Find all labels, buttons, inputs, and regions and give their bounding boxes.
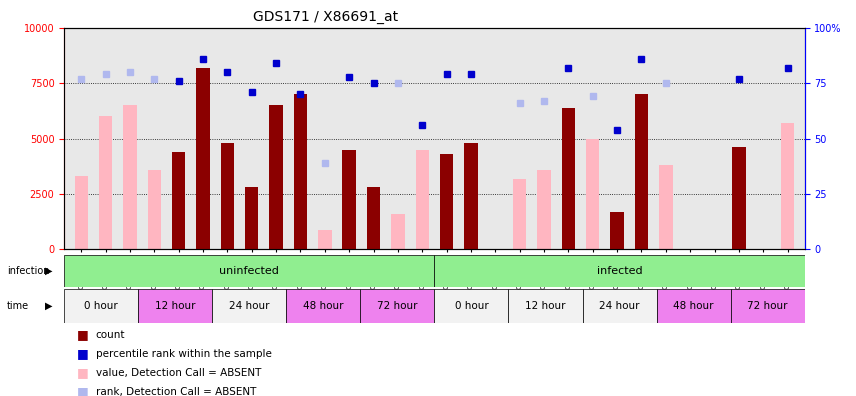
Bar xyxy=(434,255,805,287)
Bar xyxy=(582,289,657,323)
Text: 0 hour: 0 hour xyxy=(455,301,488,311)
Text: 72 hour: 72 hour xyxy=(377,301,418,311)
Bar xyxy=(221,143,234,249)
Bar xyxy=(434,289,508,323)
Text: infection: infection xyxy=(7,266,50,276)
Text: 48 hour: 48 hour xyxy=(303,301,343,311)
Bar xyxy=(138,289,212,323)
Bar xyxy=(245,187,259,249)
Text: ▶: ▶ xyxy=(45,266,52,276)
Text: percentile rank within the sample: percentile rank within the sample xyxy=(96,348,271,359)
Text: rank, Detection Call = ABSENT: rank, Detection Call = ABSENT xyxy=(96,386,256,396)
Text: ▶: ▶ xyxy=(45,301,52,311)
Bar xyxy=(391,214,405,249)
Bar xyxy=(64,289,138,323)
Bar xyxy=(610,212,624,249)
Bar xyxy=(360,289,434,323)
Bar xyxy=(74,176,88,249)
Text: 12 hour: 12 hour xyxy=(526,301,566,311)
Bar xyxy=(781,123,794,249)
Bar xyxy=(367,187,380,249)
Text: time: time xyxy=(7,301,29,311)
Bar xyxy=(318,230,331,249)
Bar xyxy=(586,139,599,249)
Text: 24 hour: 24 hour xyxy=(599,301,639,311)
Text: GDS171 / X86691_at: GDS171 / X86691_at xyxy=(253,10,398,24)
Text: 12 hour: 12 hour xyxy=(155,301,195,311)
Text: uninfected: uninfected xyxy=(219,266,279,276)
Bar xyxy=(513,179,526,249)
Bar xyxy=(508,289,582,323)
Text: 24 hour: 24 hour xyxy=(229,301,270,311)
Bar xyxy=(294,94,307,249)
Bar xyxy=(732,147,746,249)
Bar xyxy=(64,255,434,287)
Bar xyxy=(147,169,161,249)
Text: ■: ■ xyxy=(77,366,89,379)
Text: 0 hour: 0 hour xyxy=(85,301,118,311)
Text: ■: ■ xyxy=(77,328,89,341)
Bar xyxy=(440,154,454,249)
Text: 48 hour: 48 hour xyxy=(674,301,714,311)
Bar xyxy=(464,143,478,249)
Bar xyxy=(270,105,282,249)
Bar xyxy=(123,105,137,249)
Bar xyxy=(342,150,356,249)
Bar xyxy=(415,150,429,249)
Text: count: count xyxy=(96,329,125,340)
Bar xyxy=(286,289,360,323)
Text: 72 hour: 72 hour xyxy=(747,301,788,311)
Bar xyxy=(635,94,648,249)
Bar xyxy=(99,116,112,249)
Text: infected: infected xyxy=(597,266,642,276)
Bar xyxy=(172,152,186,249)
Bar xyxy=(212,289,286,323)
Bar xyxy=(657,289,730,323)
Text: value, Detection Call = ABSENT: value, Detection Call = ABSENT xyxy=(96,367,261,378)
Bar xyxy=(562,108,575,249)
Text: ■: ■ xyxy=(77,347,89,360)
Bar xyxy=(538,169,550,249)
Bar xyxy=(196,68,210,249)
Bar xyxy=(730,289,805,323)
Text: ■: ■ xyxy=(77,385,89,396)
Bar xyxy=(659,165,673,249)
